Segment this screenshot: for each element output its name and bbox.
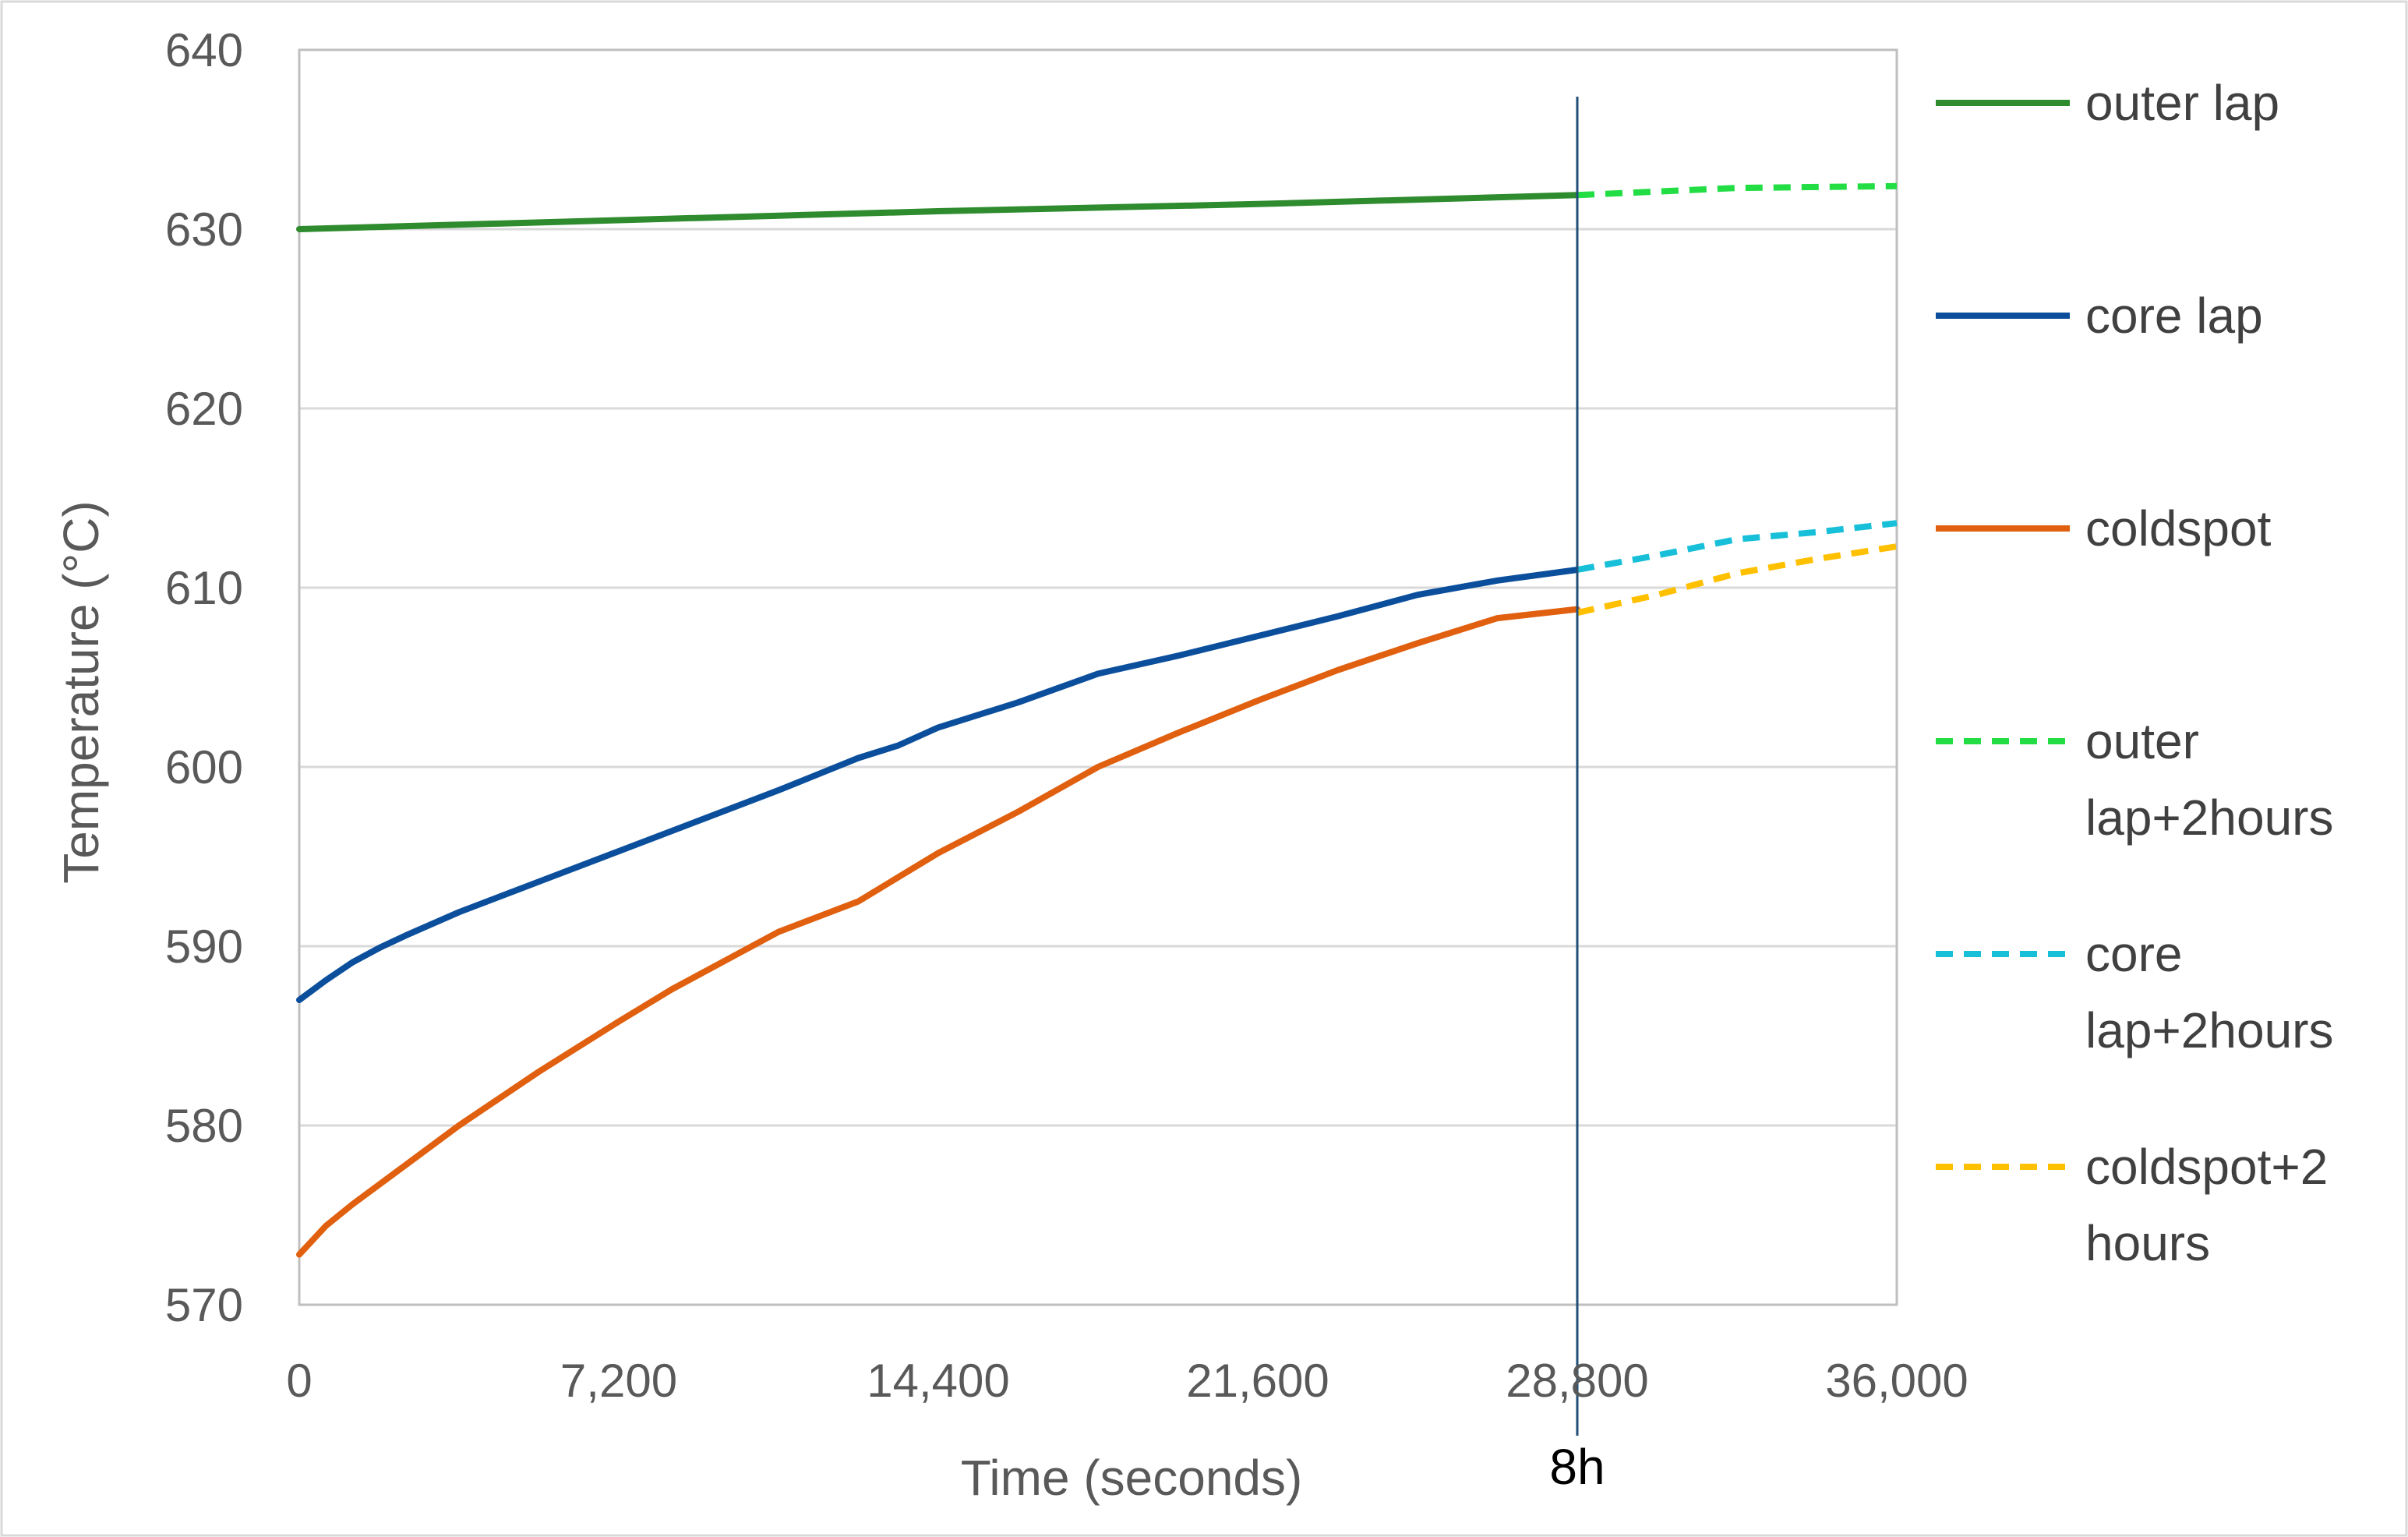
x-tick-label: 28,800 — [1506, 1355, 1649, 1407]
legend-label-outer-lap-2hours: outer lap+2hours — [2085, 713, 2333, 846]
plot-area — [298, 48, 1898, 1306]
y-tick-label: 620 — [165, 383, 243, 435]
x-tick-label: 0 — [286, 1355, 312, 1407]
series-layer — [296, 182, 1898, 1258]
legend-label-coldspot: coldspot — [2085, 500, 2272, 556]
series-line-outer-lap — [296, 192, 1580, 232]
y-tick-label: 600 — [165, 741, 243, 793]
series-line-coldspot-2-hours — [1576, 543, 1898, 617]
x-axis-title: Time (seconds) — [961, 1450, 1303, 1506]
x-tick-label: 7,200 — [560, 1355, 677, 1407]
vertical-marker-label: 8h — [1549, 1439, 1605, 1495]
series-line-outer-lap-2hours — [1576, 182, 1898, 199]
legend-label-core-lap-2hours: core lap+2hours — [2085, 926, 2333, 1058]
series-line-core-lap-2hours — [1576, 520, 1898, 573]
x-tick-labels: 0 7,200 14,400 21,600 28,800 36,000 — [286, 1355, 1968, 1407]
legend: outer lap core lap coldspot outer lap+2hours… — [1936, 75, 2333, 1271]
y-tick-label: 630 — [165, 203, 243, 256]
x-tick-label: 21,600 — [1186, 1355, 1329, 1407]
grid-lines — [299, 48, 1897, 1306]
y-tick-label: 610 — [165, 562, 243, 614]
y-tick-label: 590 — [165, 920, 243, 973]
series-line-core-lap — [296, 567, 1580, 1003]
y-tick-label: 640 — [165, 24, 243, 76]
y-axis-title: Temperature (°C) — [53, 500, 109, 884]
series-line-coldspot — [296, 606, 1580, 1258]
y-tick-label: 570 — [165, 1279, 243, 1331]
legend-label-coldspot-2-hours: coldspot+2 hours — [2085, 1139, 2328, 1271]
y-tick-label: 580 — [165, 1100, 243, 1152]
legend-label-core-lap: core lap — [2085, 288, 2263, 344]
legend-label-outer-lap: outer lap — [2085, 75, 2279, 131]
x-tick-label: 14,400 — [867, 1355, 1010, 1407]
y-tick-labels: 570 580 590 600 610 620 630 640 — [165, 24, 243, 1331]
x-tick-label: 36,000 — [1825, 1355, 1968, 1407]
